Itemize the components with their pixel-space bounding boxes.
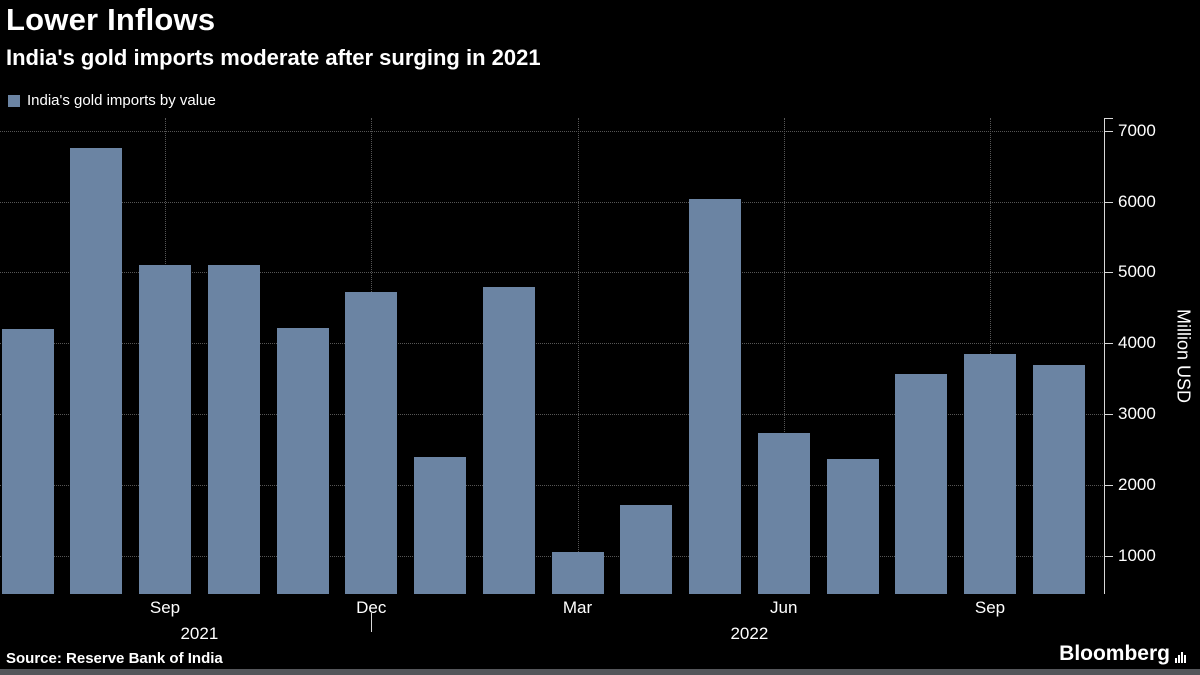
bar-sep-2021 [139,264,191,594]
y-tick-label: 1000 [1118,545,1156,565]
bar-sep-2022 [964,353,1016,594]
bar-jul-2021 [1,329,54,594]
chart-title: Lower Inflows [6,2,216,37]
x-tick-label: Sep [974,598,1006,617]
year-label: 2021 [180,624,219,643]
y-tick-label: 5000 [1118,262,1156,282]
legend-label: India's gold imports by value [27,92,216,109]
legend-swatch-icon [8,94,20,107]
h-gridline [0,484,1105,486]
bar-apr-2022 [620,504,673,594]
x-tick-label: Dec [356,598,387,617]
x-tick-label: Jun [770,598,798,617]
y-axis-tick [1105,555,1113,557]
year-divider-tick [371,613,372,632]
y-tick-label: 3000 [1118,404,1156,424]
bloomberg-wordmark: Bloomberg [1059,642,1170,665]
y-axis-tick [1105,484,1113,486]
bar-dec-2021 [345,291,398,594]
bloomberg-logo: Bloomberg [1059,643,1186,664]
source-text: Source: Reserve Bank of India [6,650,223,667]
y-axis-tick [1105,272,1113,274]
v-gridline [783,118,785,594]
legend: India's gold imports by value [8,92,216,109]
y-tick-label: 2000 [1118,474,1156,494]
y-axis-tick [1105,201,1113,203]
y-axis-top-tick [1105,118,1113,119]
y-axis-tick [1105,414,1113,416]
bar-jan-2022 [414,456,466,594]
bloomberg-bars-icon [1175,652,1186,664]
y-tick-label: 6000 [1118,191,1156,211]
bar-may-2022 [689,199,741,594]
x-tick-label: Mar [562,598,593,617]
y-axis-title: Million USD [1173,308,1194,404]
y-tick-label: 4000 [1118,333,1156,353]
bar-jun-2022 [757,432,810,594]
bar-aug-2021 [70,148,123,594]
bar-feb-2022 [482,286,535,594]
h-gridline [0,272,1105,274]
bar-aug-2022 [895,373,948,594]
h-gridline [0,414,1105,416]
y-tick-label: 7000 [1118,120,1156,140]
bar-jul-2022 [826,458,879,594]
bar-oct-2021 [207,265,260,594]
year-label: 2022 [730,624,769,643]
h-gridline [0,130,1105,132]
footer-strip [0,669,1200,675]
y-axis-tick [1105,343,1113,345]
x-tick-label: Sep [149,598,181,617]
h-gridline [0,201,1105,203]
bar-mar-2022 [551,552,604,594]
y-axis-line [1104,118,1105,594]
v-gridline [577,118,579,594]
h-gridline [0,343,1105,345]
bar-nov-2021 [276,327,329,594]
y-axis-tick [1105,130,1113,132]
bar-oct-2022 [1032,364,1085,594]
plot-area [0,118,1105,594]
chart-subtitle: India's gold imports moderate after surg… [6,45,541,70]
